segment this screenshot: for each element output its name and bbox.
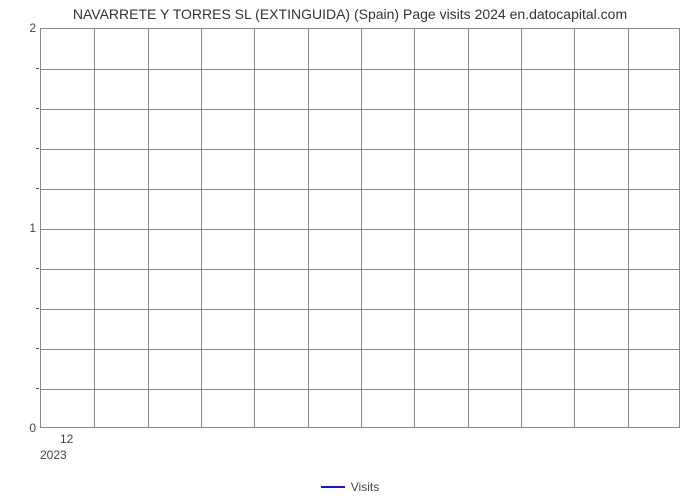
chart-title: NAVARRETE Y TORRES SL (EXTINGUIDA) (Spai… [0,6,700,22]
gridline-horizontal [41,309,679,310]
gridline-vertical [574,29,575,427]
gridline-vertical [148,29,149,427]
x-sub-label: 2023 [40,448,67,462]
y-tick-minor [36,348,39,349]
legend-label-visits: Visits [351,480,379,494]
y-tick-minor [36,188,39,189]
plot-area [40,28,680,428]
y-tick-minor [36,388,39,389]
gridline-horizontal [41,269,679,270]
gridline-horizontal [41,69,679,70]
chart-container: NAVARRETE Y TORRES SL (EXTINGUIDA) (Spai… [0,0,700,500]
gridline-vertical [94,29,95,427]
gridline-horizontal [41,109,679,110]
gridline-horizontal [41,349,679,350]
y-tick-minor [36,108,39,109]
x-tick-label: 12 [60,432,73,446]
gridline-vertical [201,29,202,427]
y-tick-minor [36,148,39,149]
gridline-vertical [468,29,469,427]
gridline-vertical [361,29,362,427]
gridline-horizontal [41,229,679,230]
gridline-vertical [521,29,522,427]
y-tick-label: 1 [29,221,36,235]
legend: Visits [0,480,700,494]
gridline-vertical [628,29,629,427]
y-tick-label: 2 [29,21,36,35]
y-tick-label: 0 [29,421,36,435]
y-tick-minor [36,308,39,309]
gridline-horizontal [41,389,679,390]
legend-line-visits [321,486,345,488]
gridline-vertical [414,29,415,427]
gridline-horizontal [41,189,679,190]
y-tick-minor [36,268,39,269]
gridline-horizontal [41,149,679,150]
gridline-vertical [254,29,255,427]
gridline-vertical [308,29,309,427]
y-tick-minor [36,68,39,69]
